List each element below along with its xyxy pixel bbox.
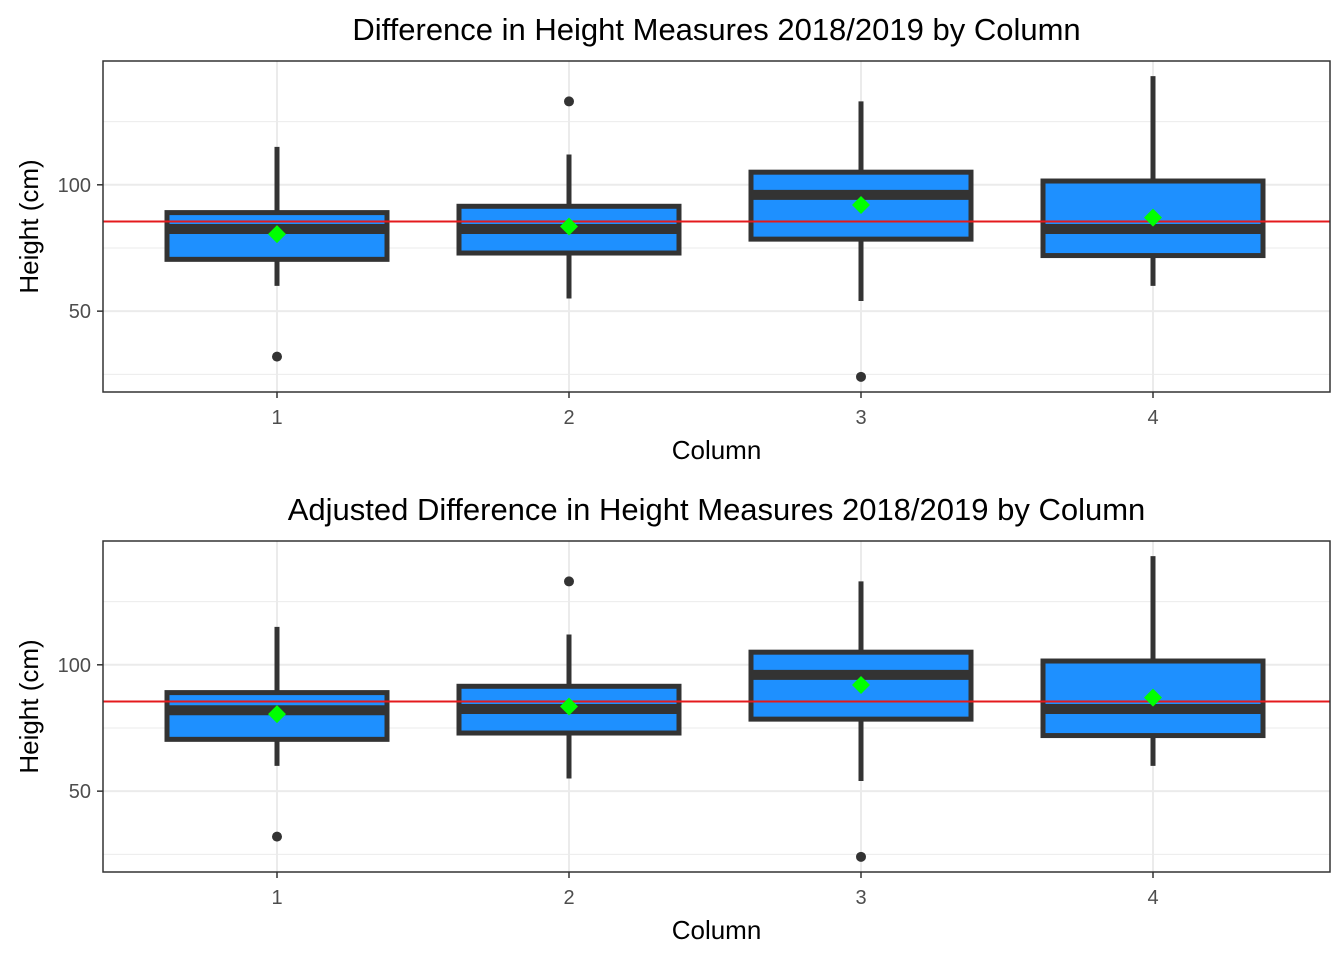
x-tick-label: 3 [855, 407, 866, 429]
y-tick-label: 100 [58, 175, 91, 197]
chart-panel-1: Difference in Height Measures 2018/2019 … [14, 12, 1331, 465]
outlier-point [272, 351, 282, 362]
y-tick-label: 50 [69, 301, 91, 323]
mean-marker [268, 705, 286, 724]
box-iqr [1040, 178, 1266, 259]
y-axis-title: Height (cm) [14, 639, 44, 773]
outlier-point [856, 851, 866, 862]
x-tick-label: 1 [271, 887, 282, 909]
x-tick-label: 2 [563, 407, 574, 429]
mean-marker [560, 697, 578, 716]
outlier-point [856, 371, 866, 382]
mean-marker [560, 217, 578, 236]
panel-border [102, 60, 1331, 393]
mean-marker [1144, 688, 1162, 707]
x-tick-label: 4 [1147, 407, 1158, 429]
y-tick-label: 100 [58, 655, 91, 677]
y-axis-title: Height (cm) [14, 159, 44, 293]
mean-marker [268, 225, 286, 244]
x-axis-title: Column [672, 915, 762, 945]
panel-border [102, 540, 1331, 873]
x-axis-title: Column [672, 435, 762, 465]
x-tick-label: 1 [271, 407, 282, 429]
mean-marker [852, 196, 870, 215]
chart-panel-2: Adjusted Difference in Height Measures 2… [14, 492, 1331, 945]
chart-title: Difference in Height Measures 2018/2019 … [352, 12, 1080, 47]
mean-marker [852, 676, 870, 695]
outlier-point [564, 576, 574, 587]
chart-title: Adjusted Difference in Height Measures 2… [288, 492, 1146, 527]
x-tick-label: 2 [563, 887, 574, 909]
x-tick-label: 3 [855, 887, 866, 909]
y-tick-label: 50 [69, 781, 91, 803]
x-tick-label: 4 [1147, 887, 1158, 909]
outlier-point [564, 96, 574, 107]
box-category-4 [1040, 76, 1266, 286]
mean-marker [1144, 208, 1162, 227]
outlier-point [272, 831, 282, 842]
